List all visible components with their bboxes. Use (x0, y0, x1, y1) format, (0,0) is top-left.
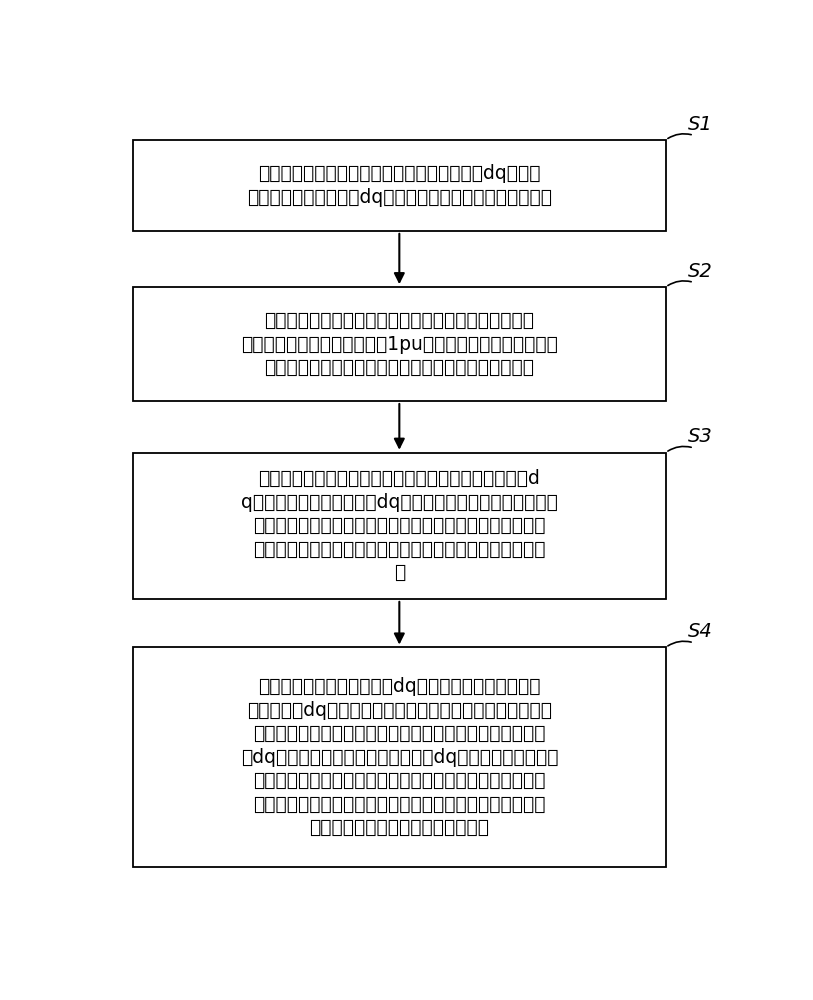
Text: 交流电压的dq轴分量计算当前的实际交流电压的有效值，若: 交流电压的dq轴分量计算当前的实际交流电压的有效值，若 (247, 701, 552, 720)
Text: S2: S2 (688, 262, 712, 281)
Text: 令虚拟电网自适应滤波器在脉冲信号持续的时间内产生d: 令虚拟电网自适应滤波器在脉冲信号持续的时间内产生d (259, 469, 541, 488)
Text: 值大于电压阈值时，结束自适应跟踪: 值大于电压阈值时，结束自适应跟踪 (309, 818, 489, 837)
Text: 流电压的跟踪时间达到预先设置的时间阈值后，完全跟踪结: 流电压的跟踪时间达到预先设置的时间阈值后，完全跟踪结 (253, 540, 546, 559)
Text: 实时检测柔性直流输电线路的实际交流电压的dq轴分量: 实时检测柔性直流输电线路的实际交流电压的dq轴分量 (258, 164, 541, 183)
Text: 的dq轴分量与跟踪结束时虚拟电压的dq轴分量的偏差，根据: 的dq轴分量与跟踪结束时虚拟电压的dq轴分量的偏差，根据 (241, 748, 558, 767)
Text: S4: S4 (688, 622, 712, 641)
Text: q轴分量与实际交流电压的dq轴分量完全相等的虚拟电压，对: q轴分量与实际交流电压的dq轴分量完全相等的虚拟电压，对 (241, 493, 558, 512)
Text: S3: S3 (688, 427, 712, 446)
Text: 实际交流电压进行跟踪，当虚拟电网自适应滤波器对实际交: 实际交流电压进行跟踪，当虚拟电网自适应滤波器对实际交 (253, 516, 546, 535)
Text: 检测当前的实际交流电压的dq轴分量，根据当前的实际: 检测当前的实际交流电压的dq轴分量，根据当前的实际 (258, 677, 541, 696)
Bar (133, 287, 666, 401)
Text: S1: S1 (688, 115, 712, 134)
Text: 送持续一定时间的脉冲信号至虚拟电网自适应滤波器；: 送持续一定时间的脉冲信号至虚拟电网自适应滤波器； (264, 358, 534, 377)
Text: ，根据实际交流电压的dq轴分量计算实际交流电压的有效值: ，根据实际交流电压的dq轴分量计算实际交流电压的有效值 (247, 188, 552, 207)
Text: 偏差对虚拟电网自适应滤波器输出的虚拟电压进行校正，对: 偏差对虚拟电网自适应滤波器输出的虚拟电压进行校正，对 (253, 771, 546, 790)
Text: 当前的实际交流电压的有效值，则计算当前的实际交流电压: 当前的实际交流电压的有效值，则计算当前的实际交流电压 (253, 724, 546, 743)
Text: 将实际交流电压的有效值与预先设置的电压阈值相比较: 将实际交流电压的有效值与预先设置的电压阈值相比较 (264, 311, 534, 330)
Bar (133, 453, 666, 599)
Text: 实际交流电压进行自适应跟踪，当检测到实际交流电压有效: 实际交流电压进行自适应跟踪，当检测到实际交流电压有效 (253, 795, 546, 814)
Bar (133, 140, 666, 231)
Text: ，当实际交流电压的有效值从1pu降低至小于电压阈值时，发: ，当实际交流电压的有效值从1pu降低至小于电压阈值时，发 (241, 335, 558, 354)
Text: 束: 束 (393, 563, 405, 582)
Bar (133, 647, 666, 867)
